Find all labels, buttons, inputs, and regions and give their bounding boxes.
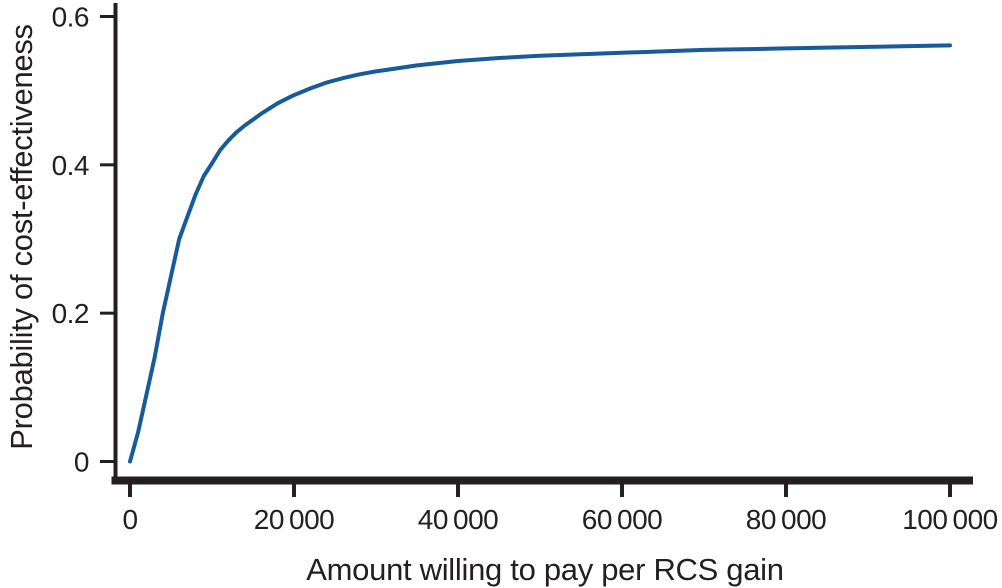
x-axis-ticks: 0 20 000 40 000 60 000 80 000 100 000 [122, 484, 998, 535]
y-tick-label: 0.2 [52, 298, 89, 329]
y-axis-title: Probability of cost-effectiveness [4, 24, 39, 449]
x-tick-label: 60 000 [582, 504, 662, 535]
x-tick-label: 20 000 [254, 504, 334, 535]
ceac-curve-line [128, 43, 952, 464]
y-axis-ticks: 0 0.2 0.4 0.6 [52, 2, 114, 478]
x-tick-label: 80 000 [746, 504, 826, 535]
x-tick-label: 40 000 [418, 504, 498, 535]
x-axis-title: Amount willing to pay per RCS gain [306, 552, 783, 587]
y-tick-label: 0.4 [52, 150, 89, 181]
x-tick-label: 0 [122, 504, 137, 535]
y-tick-label: 0 [74, 447, 89, 478]
x-tick-label: 100 000 [902, 504, 998, 535]
y-tick-label: 0.6 [52, 2, 89, 33]
